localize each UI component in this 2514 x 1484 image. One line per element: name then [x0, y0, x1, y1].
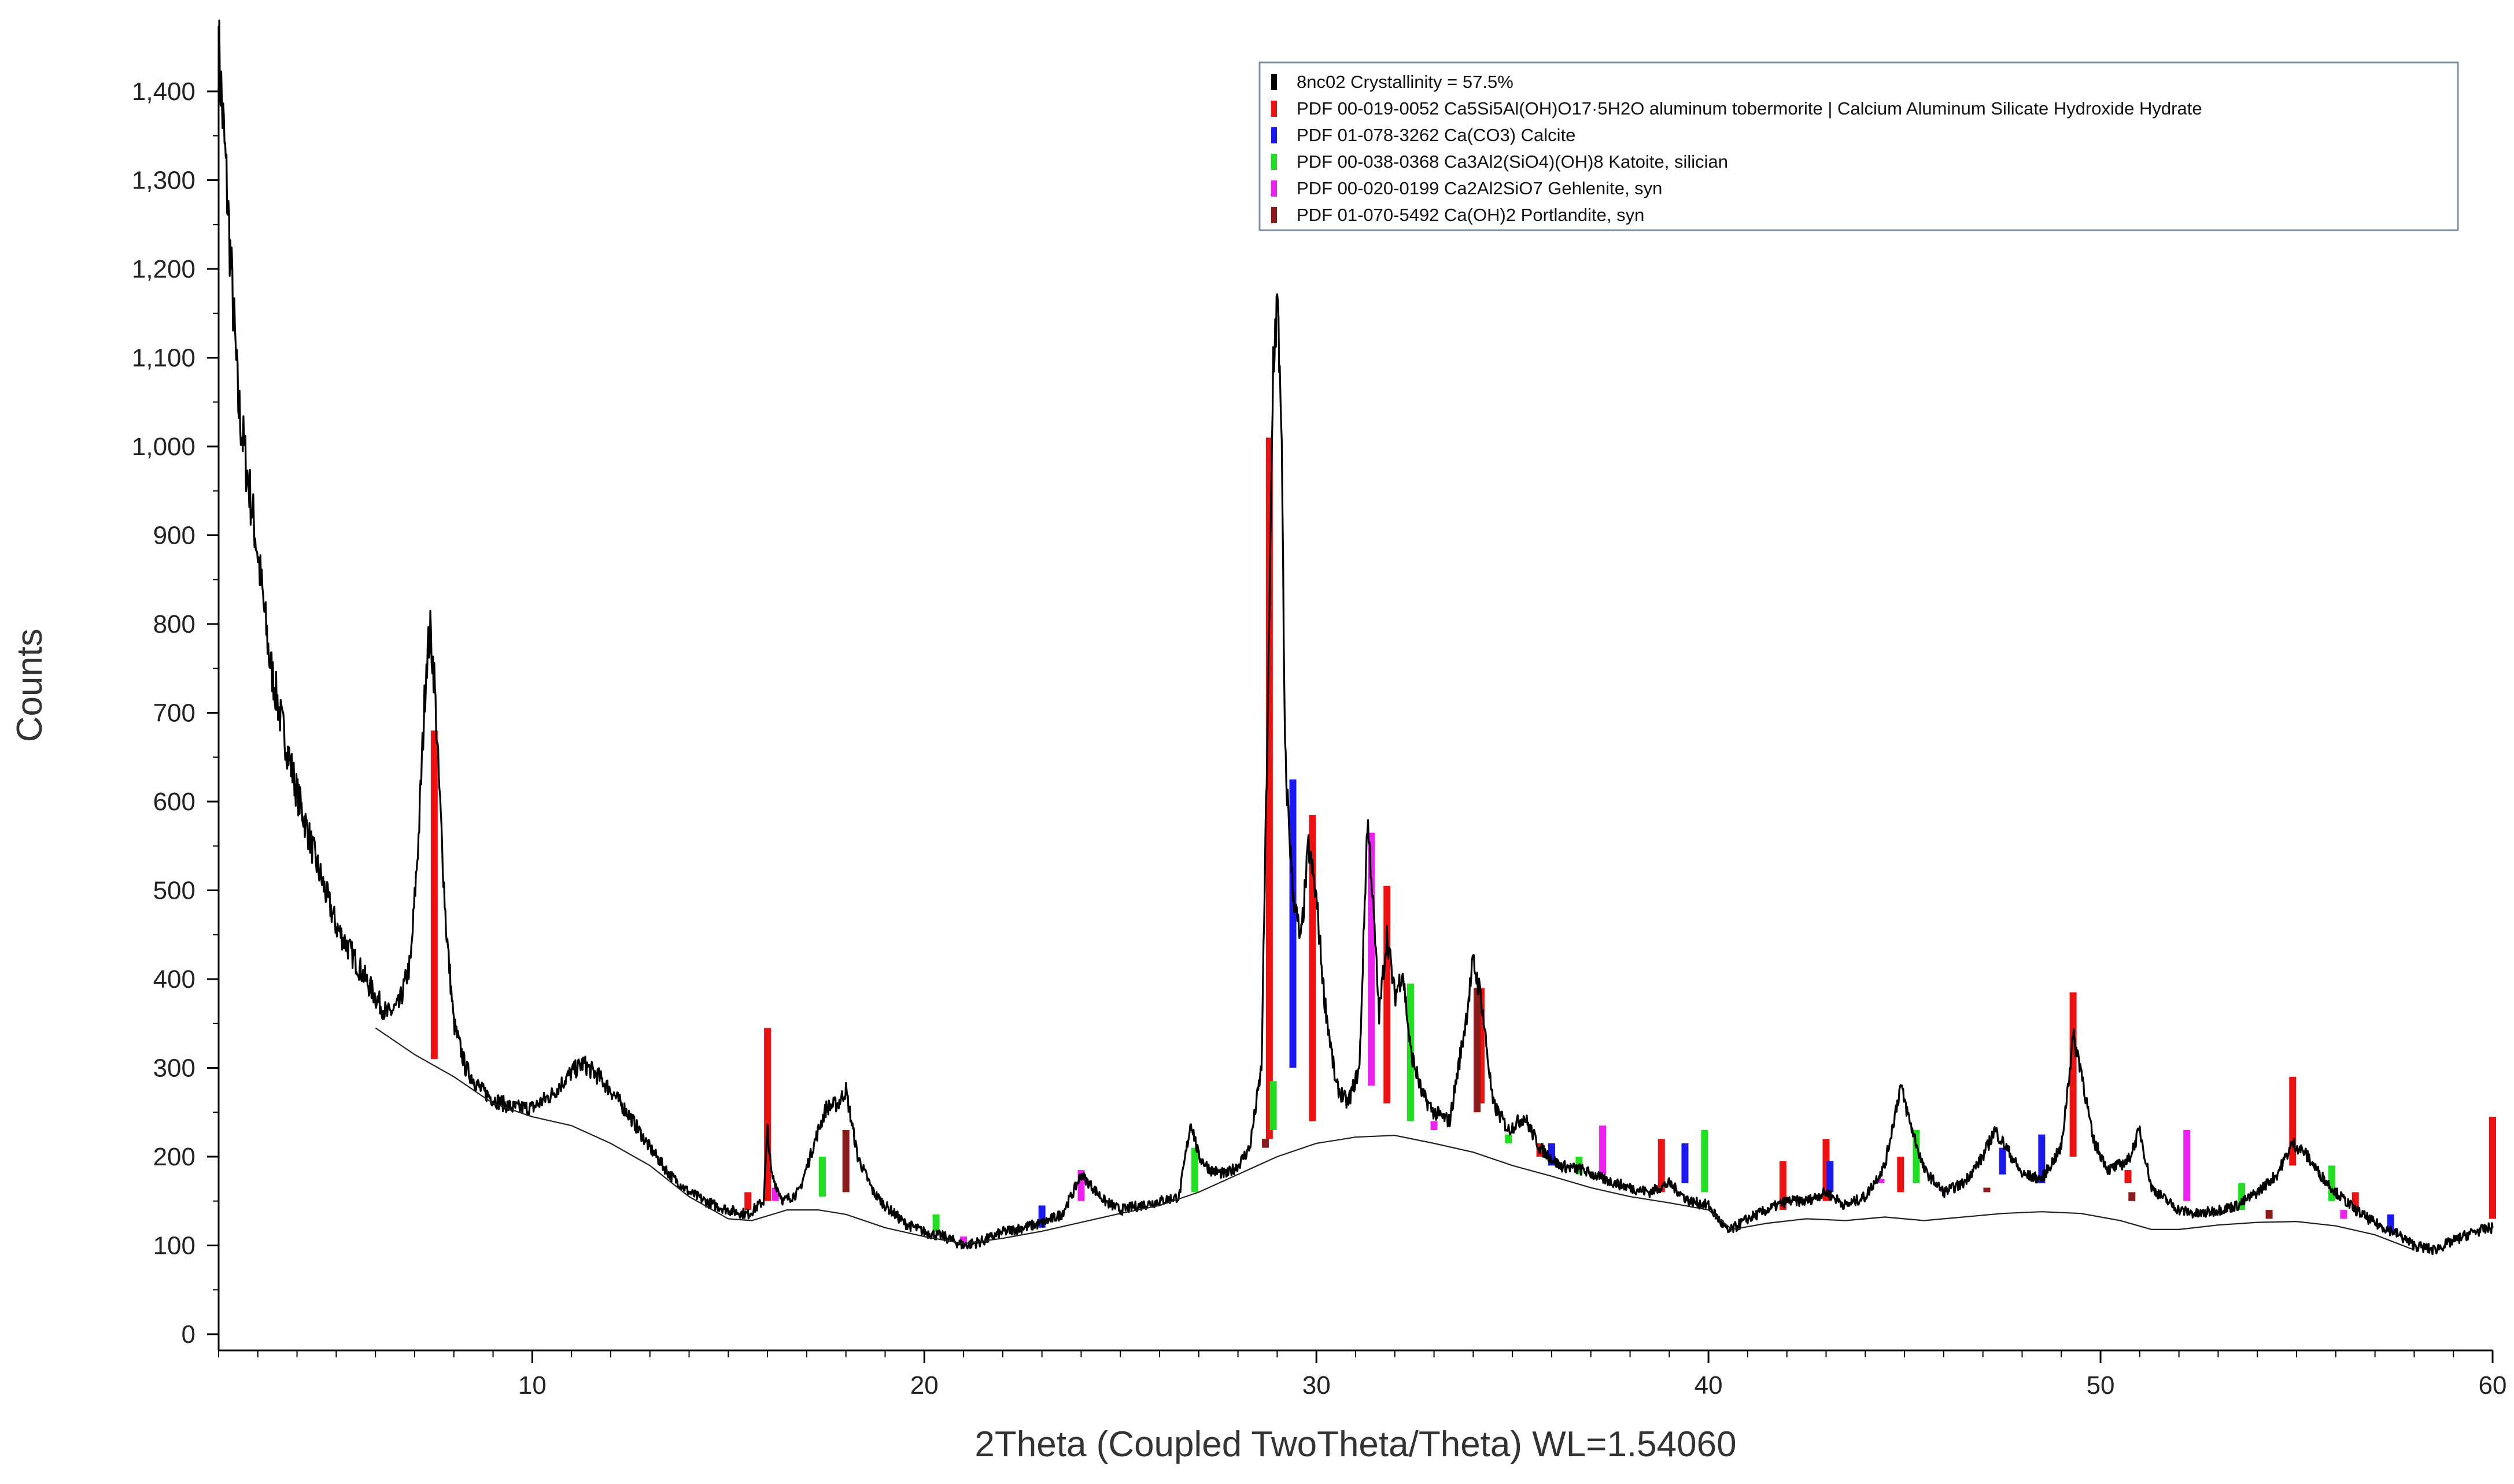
stick-3-9 — [2340, 1210, 2347, 1219]
stick-3-6 — [1877, 1179, 1885, 1184]
y-tick-label-11: 1,100 — [132, 344, 195, 372]
stick-1-1 — [1289, 779, 1297, 1068]
stick-4-0 — [842, 1129, 850, 1193]
stick-2-0 — [819, 1157, 826, 1197]
y-tick-label-3: 300 — [153, 1054, 195, 1083]
x-tick-label-1: 20 — [910, 1371, 939, 1400]
stick-2-2 — [1191, 1147, 1199, 1193]
y-axis-title: Counts — [10, 629, 50, 742]
series-layer — [217, 19, 2494, 1256]
stick-0-8 — [1657, 1139, 1665, 1193]
stick-group-0 — [430, 437, 2496, 1219]
y-tick-label-2: 200 — [153, 1143, 195, 1171]
stick-1-6 — [1999, 1147, 2006, 1175]
y-tick-label-14: 1,400 — [132, 77, 195, 106]
legend-label-1: PDF 00-019-0052 Ca5Si5Al(OH)O17·5H2O alu… — [1297, 98, 2202, 119]
y-tick-label-4: 400 — [153, 965, 195, 994]
x-tick-label-3: 40 — [1695, 1371, 1723, 1400]
y-tick-label-6: 600 — [153, 788, 195, 816]
stick-4-1 — [1262, 1139, 1269, 1148]
legend-swatch-4 — [1271, 180, 1277, 197]
stick-0-0 — [430, 730, 438, 1060]
y-tick-label-12: 1,200 — [132, 255, 195, 283]
x-axis-title: 2Theta (Coupled TwoTheta/Theta) WL=1.540… — [974, 1424, 1736, 1464]
legend-label-0: 8nc02 Crystallinity = 57.5% — [1297, 72, 1513, 92]
stick-3-5 — [1599, 1125, 1607, 1175]
legend: 8nc02 Crystallinity = 57.5% PDF 00-019-00… — [1258, 61, 2459, 231]
legend-label-5: PDF 01-070-5492 Ca(OH)2 Portlandite, syn — [1297, 205, 1644, 225]
x-tick-label-0: 10 — [518, 1371, 547, 1400]
stick-group-2 — [819, 983, 2336, 1232]
series-line-pattern — [217, 19, 2494, 1256]
stick-0-11 — [1897, 1157, 1904, 1193]
x-tick-label-2: 30 — [1302, 1371, 1331, 1400]
legend-label-2: PDF 01-078-3262 Ca(CO3) Calcite — [1297, 125, 1575, 145]
stick-4-4 — [2128, 1192, 2136, 1201]
legend-swatch-5 — [1271, 207, 1277, 223]
stick-0-13 — [2124, 1170, 2132, 1184]
stick-0-3 — [1265, 437, 1273, 1139]
legend-swatch-3 — [1271, 154, 1277, 170]
stick-2-8 — [1913, 1129, 1920, 1184]
stick-3-8 — [2183, 1129, 2191, 1201]
y-tick-label-10: 1,000 — [132, 433, 195, 461]
y-tick-label-9: 900 — [153, 522, 195, 550]
stick-4-2 — [1474, 988, 1481, 1113]
y-tick-label-7: 700 — [153, 699, 195, 728]
x-tick-label-4: 50 — [2087, 1371, 2115, 1400]
legend-swatch-2 — [1271, 127, 1277, 143]
stick-2-4 — [1406, 983, 1414, 1121]
stick-4-5 — [2265, 1210, 2273, 1219]
y-tick-label-0: 0 — [182, 1320, 195, 1349]
stick-group-4 — [842, 988, 2273, 1219]
stick-0-12 — [2069, 992, 2077, 1157]
y-tick-label-8: 800 — [153, 610, 195, 638]
y-tick-label-1: 100 — [153, 1232, 195, 1260]
stick-2-7 — [1701, 1129, 1708, 1193]
stick-group-3 — [771, 832, 2347, 1246]
stick-0-5 — [1383, 885, 1391, 1103]
stick-1-8 — [2387, 1214, 2394, 1232]
y-tick-label-13: 1,300 — [132, 167, 195, 195]
stick-0-16 — [2489, 1116, 2496, 1219]
series-line-background — [375, 1027, 2415, 1251]
stick-group-1 — [1038, 779, 2394, 1232]
legend-label-3: PDF 00-038-0368 Ca3Al2(SiO4)(OH)8 Katoit… — [1297, 152, 1728, 172]
stick-3-4 — [1430, 1121, 1438, 1130]
legend-box — [1258, 61, 2459, 231]
legend-label-4: PDF 00-020-0199 Ca2Al2SiO7 Gehlenite, sy… — [1297, 178, 1662, 198]
stick-2-1 — [932, 1214, 940, 1232]
stick-4-3 — [1983, 1187, 1991, 1193]
x-tick-label-5: 60 — [2479, 1371, 2507, 1400]
stick-2-3 — [1269, 1081, 1277, 1130]
y-tick-label-5: 500 — [153, 877, 195, 905]
stick-1-4 — [1826, 1161, 1834, 1193]
legend-swatch-0 — [1271, 74, 1277, 90]
stick-2-5 — [1505, 1134, 1512, 1143]
stick-0-1 — [744, 1192, 752, 1210]
stick-1-3 — [1681, 1143, 1689, 1184]
ticks-layer: 0 100 200 300 400 500 600 700 800 900 1,000 1,100 1,… — [132, 77, 2507, 1400]
reference-sticks-layer — [430, 437, 2496, 1246]
legend-swatch-1 — [1271, 101, 1277, 117]
